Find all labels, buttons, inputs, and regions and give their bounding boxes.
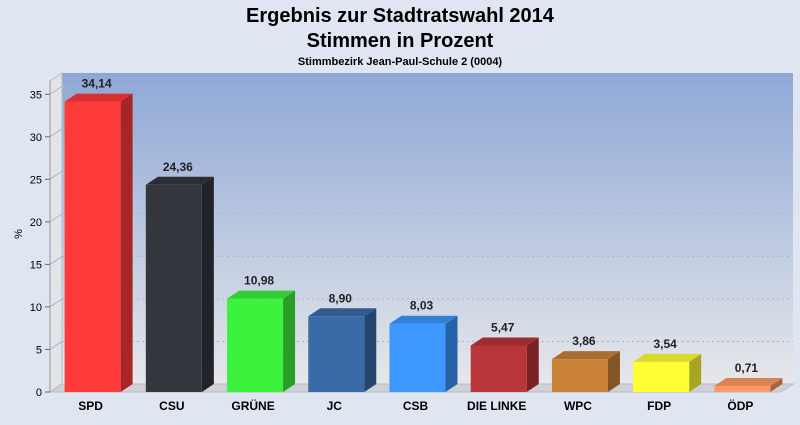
data-label: 3,86	[572, 334, 596, 348]
chart-title-line2: Stimmen in Prozent	[307, 30, 494, 52]
bar-top	[145, 176, 214, 185]
bar-side	[201, 176, 214, 392]
bar-top	[551, 351, 620, 360]
bar	[633, 361, 690, 392]
data-label: 8,03	[410, 299, 434, 313]
x-tick-label: DIE LINKE	[467, 399, 526, 413]
bar-side	[445, 315, 458, 392]
gridline-wall	[49, 213, 63, 223]
gridline-wall	[49, 298, 63, 308]
bar	[389, 323, 446, 392]
data-label: 34,14	[82, 77, 112, 91]
data-label: 5,47	[491, 320, 515, 334]
x-tick-label: CSU	[159, 399, 184, 413]
data-label: 10,98	[244, 274, 274, 288]
y-tick-label: 35	[30, 89, 42, 101]
bar	[714, 385, 771, 392]
bar-side	[607, 351, 620, 392]
bar-top	[389, 315, 458, 324]
y-tick-label: 10	[30, 302, 42, 314]
plot-area: 0 5 10 15 20 25 30 35 34,14 SPD 24,36 CSU 10,98 GRÜNE…	[30, 72, 795, 413]
bar-top	[308, 308, 377, 317]
bar-side	[526, 337, 539, 392]
x-tick-label: ÖDP	[727, 398, 753, 413]
gridline-wall	[49, 170, 63, 180]
bar	[470, 345, 527, 392]
y-tick-label: 15	[30, 259, 42, 271]
y-tick-label: 0	[36, 387, 42, 399]
bar	[145, 184, 202, 392]
gridline-wall	[49, 128, 63, 138]
y-tick-label: 30	[30, 132, 42, 144]
bar-side	[689, 353, 702, 392]
bar-top	[64, 93, 133, 102]
x-tick-label: WPC	[564, 399, 592, 413]
bar	[227, 298, 284, 392]
x-tick-label: FDP	[647, 399, 671, 413]
y-tick-label: 25	[30, 174, 42, 186]
data-label: 24,36	[163, 160, 193, 174]
bar-side	[283, 290, 296, 392]
bar-top	[633, 353, 702, 362]
chart-subtitle: Stimmbezirk Jean-Paul-Schule 2 (0004)	[298, 56, 503, 68]
gridline-wall	[49, 255, 63, 265]
chart-title: Ergebnis zur Stadtratswahl 2014	[246, 5, 555, 27]
bar-side	[120, 93, 133, 392]
data-label: 3,54	[653, 337, 677, 351]
bar-top	[227, 290, 296, 299]
x-tick-label: CSB	[403, 399, 429, 413]
y-tick-label: 20	[30, 217, 42, 229]
x-tick-label: GRÜNE	[231, 398, 274, 413]
data-label: 0,71	[735, 361, 759, 375]
y-tick-label: 5	[36, 344, 42, 356]
bar	[308, 316, 365, 392]
bar	[64, 101, 121, 392]
x-tick-label: JC	[327, 399, 343, 413]
gridline-wall	[49, 341, 63, 350]
data-label: 8,90	[329, 291, 353, 305]
bar	[551, 359, 608, 392]
bar-side	[770, 377, 783, 392]
bar-side	[364, 308, 377, 392]
y-axis-label: %	[13, 229, 25, 239]
gridline-wall	[49, 85, 63, 95]
bar-top	[470, 337, 539, 346]
bar-top	[714, 377, 783, 386]
x-tick-label: SPD	[78, 399, 103, 413]
plot-left-wall	[49, 72, 63, 393]
